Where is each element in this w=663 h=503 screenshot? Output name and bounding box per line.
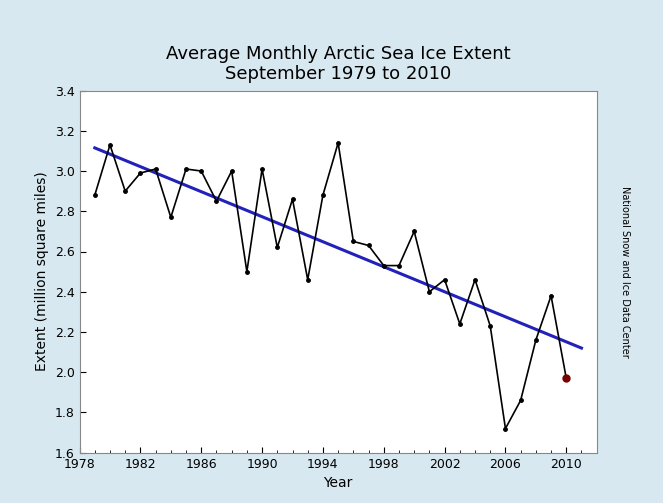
Title: Average Monthly Arctic Sea Ice Extent
September 1979 to 2010: Average Monthly Arctic Sea Ice Extent Se… [166,45,511,83]
Text: National Snow and Ice Data Center: National Snow and Ice Data Center [620,186,630,358]
X-axis label: Year: Year [324,476,353,490]
Y-axis label: Extent (million square miles): Extent (million square miles) [35,172,49,372]
